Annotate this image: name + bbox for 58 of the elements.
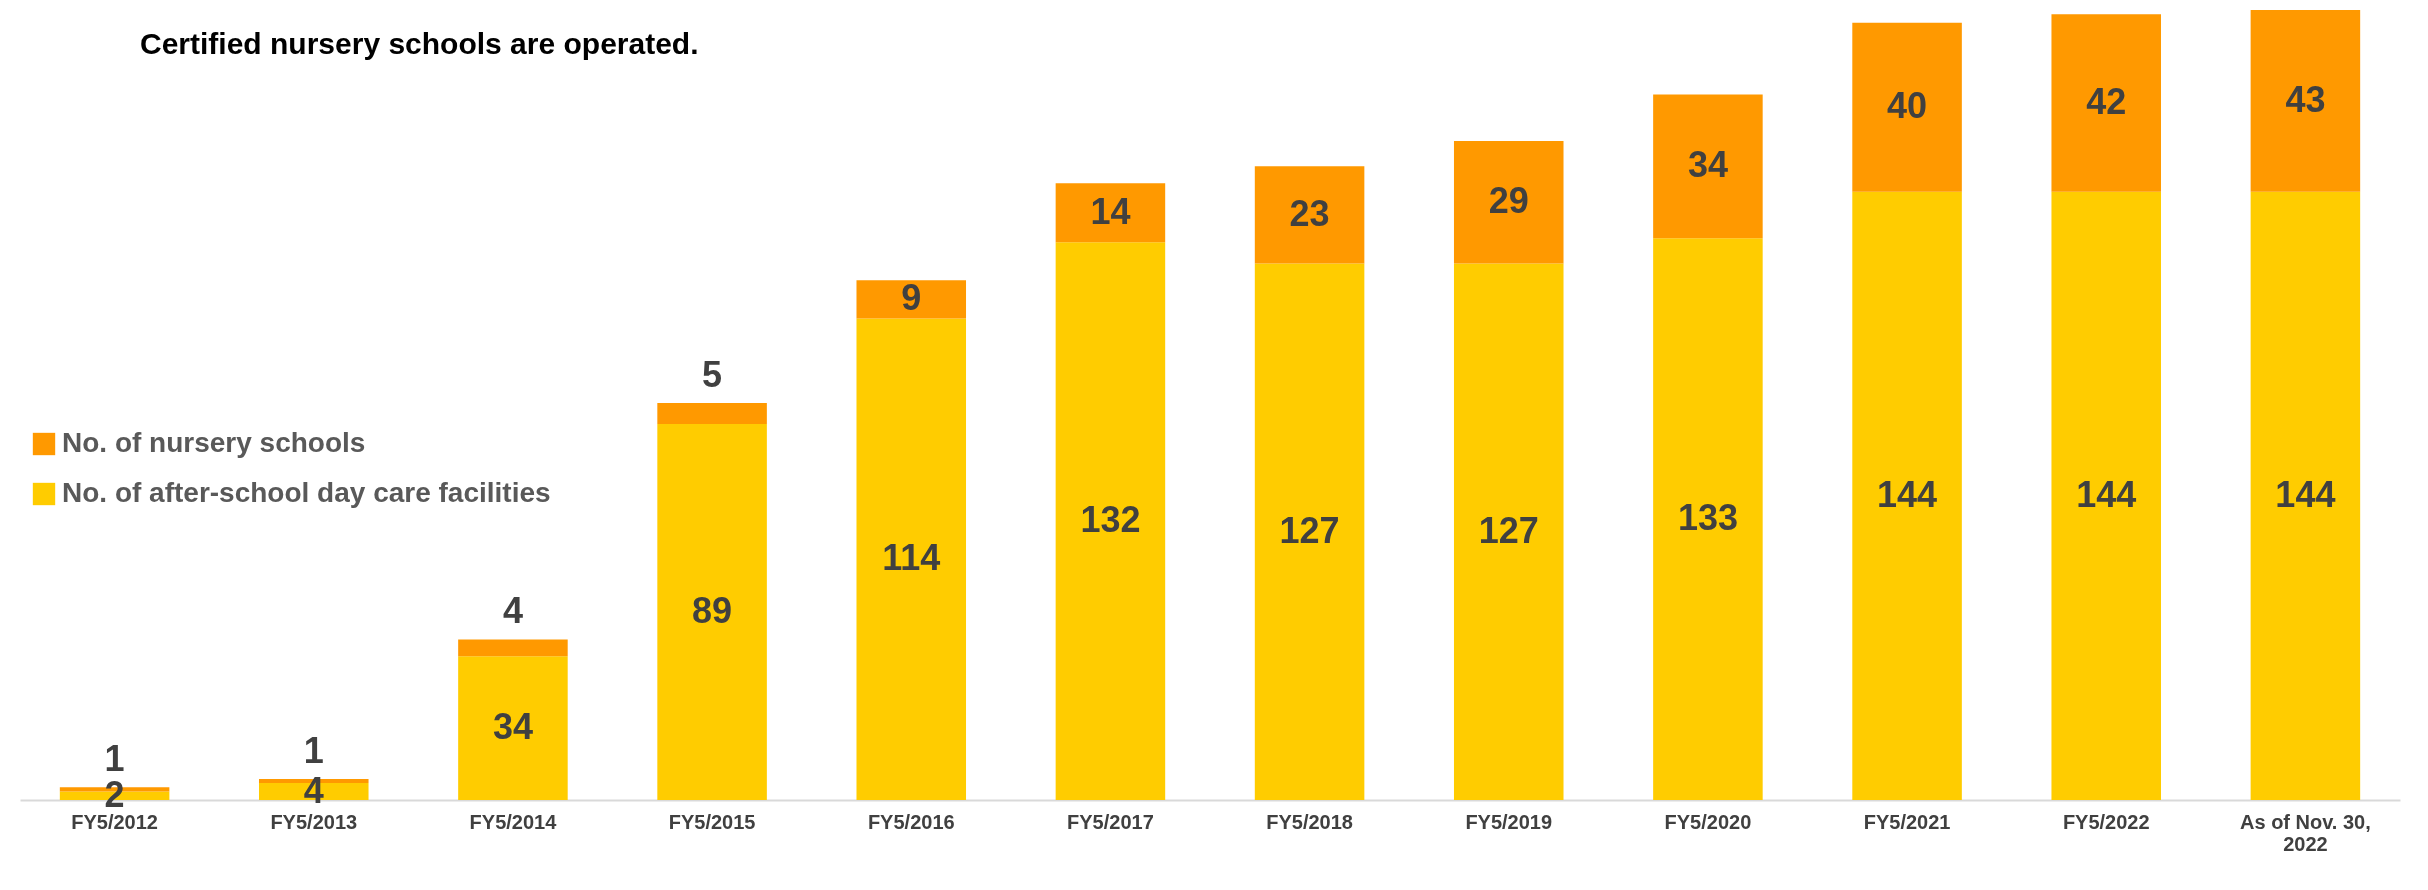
- data-label: 9: [901, 277, 922, 319]
- x-tick-label: FY5/2012: [71, 810, 158, 833]
- bar: [1653, 238, 1763, 800]
- annotation: Certified nursery schools are operated.: [140, 27, 699, 60]
- bar: [657, 402, 767, 425]
- data-label: 1: [303, 729, 324, 771]
- data-label: 127: [1279, 509, 1340, 551]
- data-label: 144: [2275, 473, 2336, 515]
- bar: [657, 424, 767, 800]
- bar: [2051, 191, 2161, 800]
- bar: [458, 639, 568, 657]
- legend-label: No. of nursery schools: [62, 427, 366, 458]
- bar: [1852, 22, 1962, 192]
- x-tick-label: FY5/2016: [867, 810, 955, 833]
- data-label: 5: [702, 353, 723, 395]
- x-tick-label: FY5/2017: [1067, 810, 1154, 833]
- x-tick-label: FY5/2014: [469, 810, 558, 833]
- data-label: 34: [492, 706, 533, 748]
- bar: [1852, 191, 1962, 800]
- bar: [856, 318, 967, 800]
- bar: [1453, 263, 1564, 800]
- x-tick-label: FY5/2020: [1664, 810, 1752, 833]
- x-tick-label: FY5/2018: [1266, 810, 1353, 833]
- data-label: 132: [1080, 499, 1141, 541]
- data-label: 42: [2086, 80, 2127, 122]
- x-tick-label: FY5/2021: [1863, 810, 1951, 833]
- x-tick-label: As of Nov. 30, 2022: [2240, 810, 2371, 855]
- bar: [2051, 14, 2161, 192]
- bar: [1653, 94, 1763, 239]
- data-label: 34: [1687, 144, 1728, 186]
- bar: [856, 280, 967, 319]
- data-label: 89: [692, 590, 733, 632]
- x-tick-label: FY5/2013: [270, 810, 358, 833]
- data-label: 144: [2076, 473, 2137, 515]
- bar: [1055, 183, 1166, 243]
- data-label: 43: [2285, 78, 2326, 120]
- bar: [2250, 191, 2361, 800]
- data-label: 144: [1877, 473, 1938, 515]
- x-tick-label: FY5/2015: [668, 810, 756, 833]
- data-label: 4: [502, 590, 523, 632]
- bar: [2250, 10, 2361, 192]
- bar: [1254, 166, 1365, 264]
- data-label: 127: [1478, 509, 1539, 551]
- bar: [1254, 263, 1365, 800]
- bar: [1055, 242, 1166, 800]
- bar: [458, 656, 568, 800]
- data-label: 133: [1677, 497, 1738, 539]
- bar: [1453, 140, 1564, 264]
- data-label: 4: [303, 769, 324, 811]
- data-label: 1: [104, 738, 125, 780]
- data-label: 114: [882, 537, 941, 579]
- data-label: 14: [1090, 190, 1131, 232]
- x-tick-label: FY5/2022: [2062, 810, 2150, 833]
- data-label: 40: [1887, 85, 1928, 127]
- data-label: 29: [1488, 180, 1529, 222]
- legend-label: No. of after-school day care facilities: [62, 477, 551, 508]
- x-tick-label: FY5/2019: [1465, 810, 1553, 833]
- data-label: 23: [1289, 192, 1330, 234]
